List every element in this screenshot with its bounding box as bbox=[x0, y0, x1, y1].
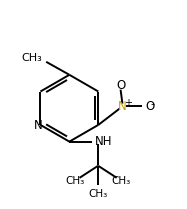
Text: CH₃: CH₃ bbox=[66, 176, 85, 186]
Text: CH₃: CH₃ bbox=[111, 176, 130, 186]
Text: CH₃: CH₃ bbox=[22, 53, 42, 63]
Text: O: O bbox=[146, 100, 155, 113]
Text: NH: NH bbox=[94, 135, 112, 148]
Text: -: - bbox=[151, 99, 154, 109]
Text: N: N bbox=[118, 100, 127, 113]
Text: +: + bbox=[124, 98, 132, 108]
Text: O: O bbox=[116, 79, 125, 92]
Text: CH₃: CH₃ bbox=[88, 189, 108, 199]
Text: N: N bbox=[34, 119, 43, 132]
